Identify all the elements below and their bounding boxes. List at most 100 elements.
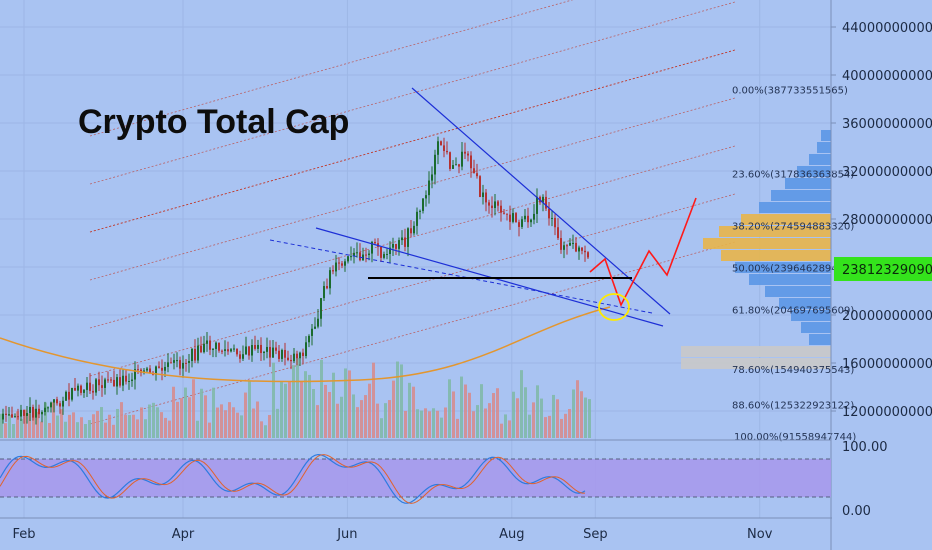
candle-body xyxy=(239,354,241,359)
candle-body xyxy=(335,262,337,272)
volume-profile-bar xyxy=(809,154,831,165)
candle-body xyxy=(14,416,16,418)
volume-bar xyxy=(540,398,543,438)
candle-body xyxy=(83,389,85,393)
candle-body xyxy=(266,346,268,352)
candle-body xyxy=(77,385,79,391)
candle-body xyxy=(311,328,313,336)
volume-profile-bar xyxy=(735,262,831,273)
candle-body xyxy=(569,242,571,246)
time-axis[interactable]: Feb Apr Jun Aug Sep Nov xyxy=(12,527,772,542)
volume-bar xyxy=(508,420,511,438)
volume-bar xyxy=(180,398,183,438)
volume-bar xyxy=(312,389,315,438)
volume-profile-bar xyxy=(785,178,831,189)
candle-body xyxy=(110,379,112,381)
candle-body xyxy=(44,407,46,413)
candle-body xyxy=(284,349,286,358)
candle-body xyxy=(410,228,412,234)
candle-body xyxy=(485,192,487,203)
candle-body xyxy=(20,409,22,417)
volume-bar xyxy=(32,409,35,438)
candle-body xyxy=(323,286,325,299)
candle-body xyxy=(224,349,226,351)
volume-bar xyxy=(468,392,471,438)
volume-bar xyxy=(516,398,519,438)
candle-body xyxy=(356,252,358,254)
volume-bar xyxy=(420,410,423,438)
volume-bar xyxy=(284,383,287,438)
volume-bar xyxy=(192,379,195,438)
time-tick-label: Jun xyxy=(336,527,357,542)
volume-bar xyxy=(200,388,203,438)
volume-bar xyxy=(492,393,495,438)
price-tick-label: 360000000000 xyxy=(842,117,932,132)
candle-body xyxy=(488,202,490,206)
candle-body xyxy=(512,213,514,222)
candle-body xyxy=(554,217,556,228)
volume-bar xyxy=(136,419,139,438)
volume-bar xyxy=(584,397,587,438)
volume-profile-bar xyxy=(797,166,831,177)
volume-bar xyxy=(156,407,159,438)
candle-body xyxy=(443,145,445,151)
volume-bar xyxy=(580,391,583,438)
candle-body xyxy=(461,151,463,167)
volume-profile-bar xyxy=(821,130,831,141)
candle-body xyxy=(305,342,307,357)
candle-body xyxy=(86,382,88,390)
price-tick-label: 400000000000 xyxy=(842,69,932,84)
fib-label: 78.60%(154940375543) xyxy=(732,365,854,376)
volume-bar xyxy=(536,385,539,438)
candle-body xyxy=(314,326,316,329)
candle-body xyxy=(467,153,469,156)
candle-body xyxy=(11,414,13,418)
candle-body xyxy=(179,360,181,369)
candle-body xyxy=(404,237,406,247)
candle-body xyxy=(113,379,115,387)
volume-bar xyxy=(168,420,171,438)
volume-bar xyxy=(324,384,327,438)
volume-bar xyxy=(496,388,499,438)
volume-bar xyxy=(300,381,303,438)
time-tick-label: Feb xyxy=(12,527,35,542)
candle-body xyxy=(365,254,367,256)
volume-bar xyxy=(552,394,555,438)
candle-body xyxy=(296,353,298,359)
candle-body xyxy=(449,152,451,169)
volume-bar xyxy=(392,380,395,438)
candle-body xyxy=(389,247,391,255)
volume-bar xyxy=(316,405,319,438)
oscillator-tick-label: 0.00 xyxy=(842,504,871,519)
candle-body xyxy=(227,349,229,352)
stoch-k-line xyxy=(0,453,586,504)
volume-bar xyxy=(36,411,39,438)
volume-bar xyxy=(360,400,363,438)
volume-bar xyxy=(64,421,67,438)
price-tick-label: 440000000000 xyxy=(842,21,932,36)
volume-bar xyxy=(320,359,323,438)
candle-body xyxy=(95,379,97,393)
channel-line xyxy=(89,193,736,377)
volume-bar xyxy=(120,402,123,438)
candle-body xyxy=(92,390,94,393)
candle-body xyxy=(194,348,196,361)
volume-bar xyxy=(196,420,199,438)
candle-body xyxy=(62,400,64,407)
volume-bar xyxy=(28,413,31,438)
candle-body xyxy=(53,399,55,403)
candle-body xyxy=(245,346,247,355)
volume-bar xyxy=(380,418,383,438)
candle-body xyxy=(350,256,352,258)
volume-bar xyxy=(276,408,279,438)
candle-body xyxy=(551,217,553,219)
volume-bar xyxy=(480,384,483,438)
volume-bar xyxy=(372,362,375,438)
volume-bar xyxy=(544,417,547,438)
volume-bar xyxy=(4,423,7,438)
stoch-rsi-pane xyxy=(0,453,831,504)
volume-profile-bar xyxy=(749,274,831,285)
volume-profile xyxy=(681,130,831,369)
channel-line xyxy=(89,1,736,185)
